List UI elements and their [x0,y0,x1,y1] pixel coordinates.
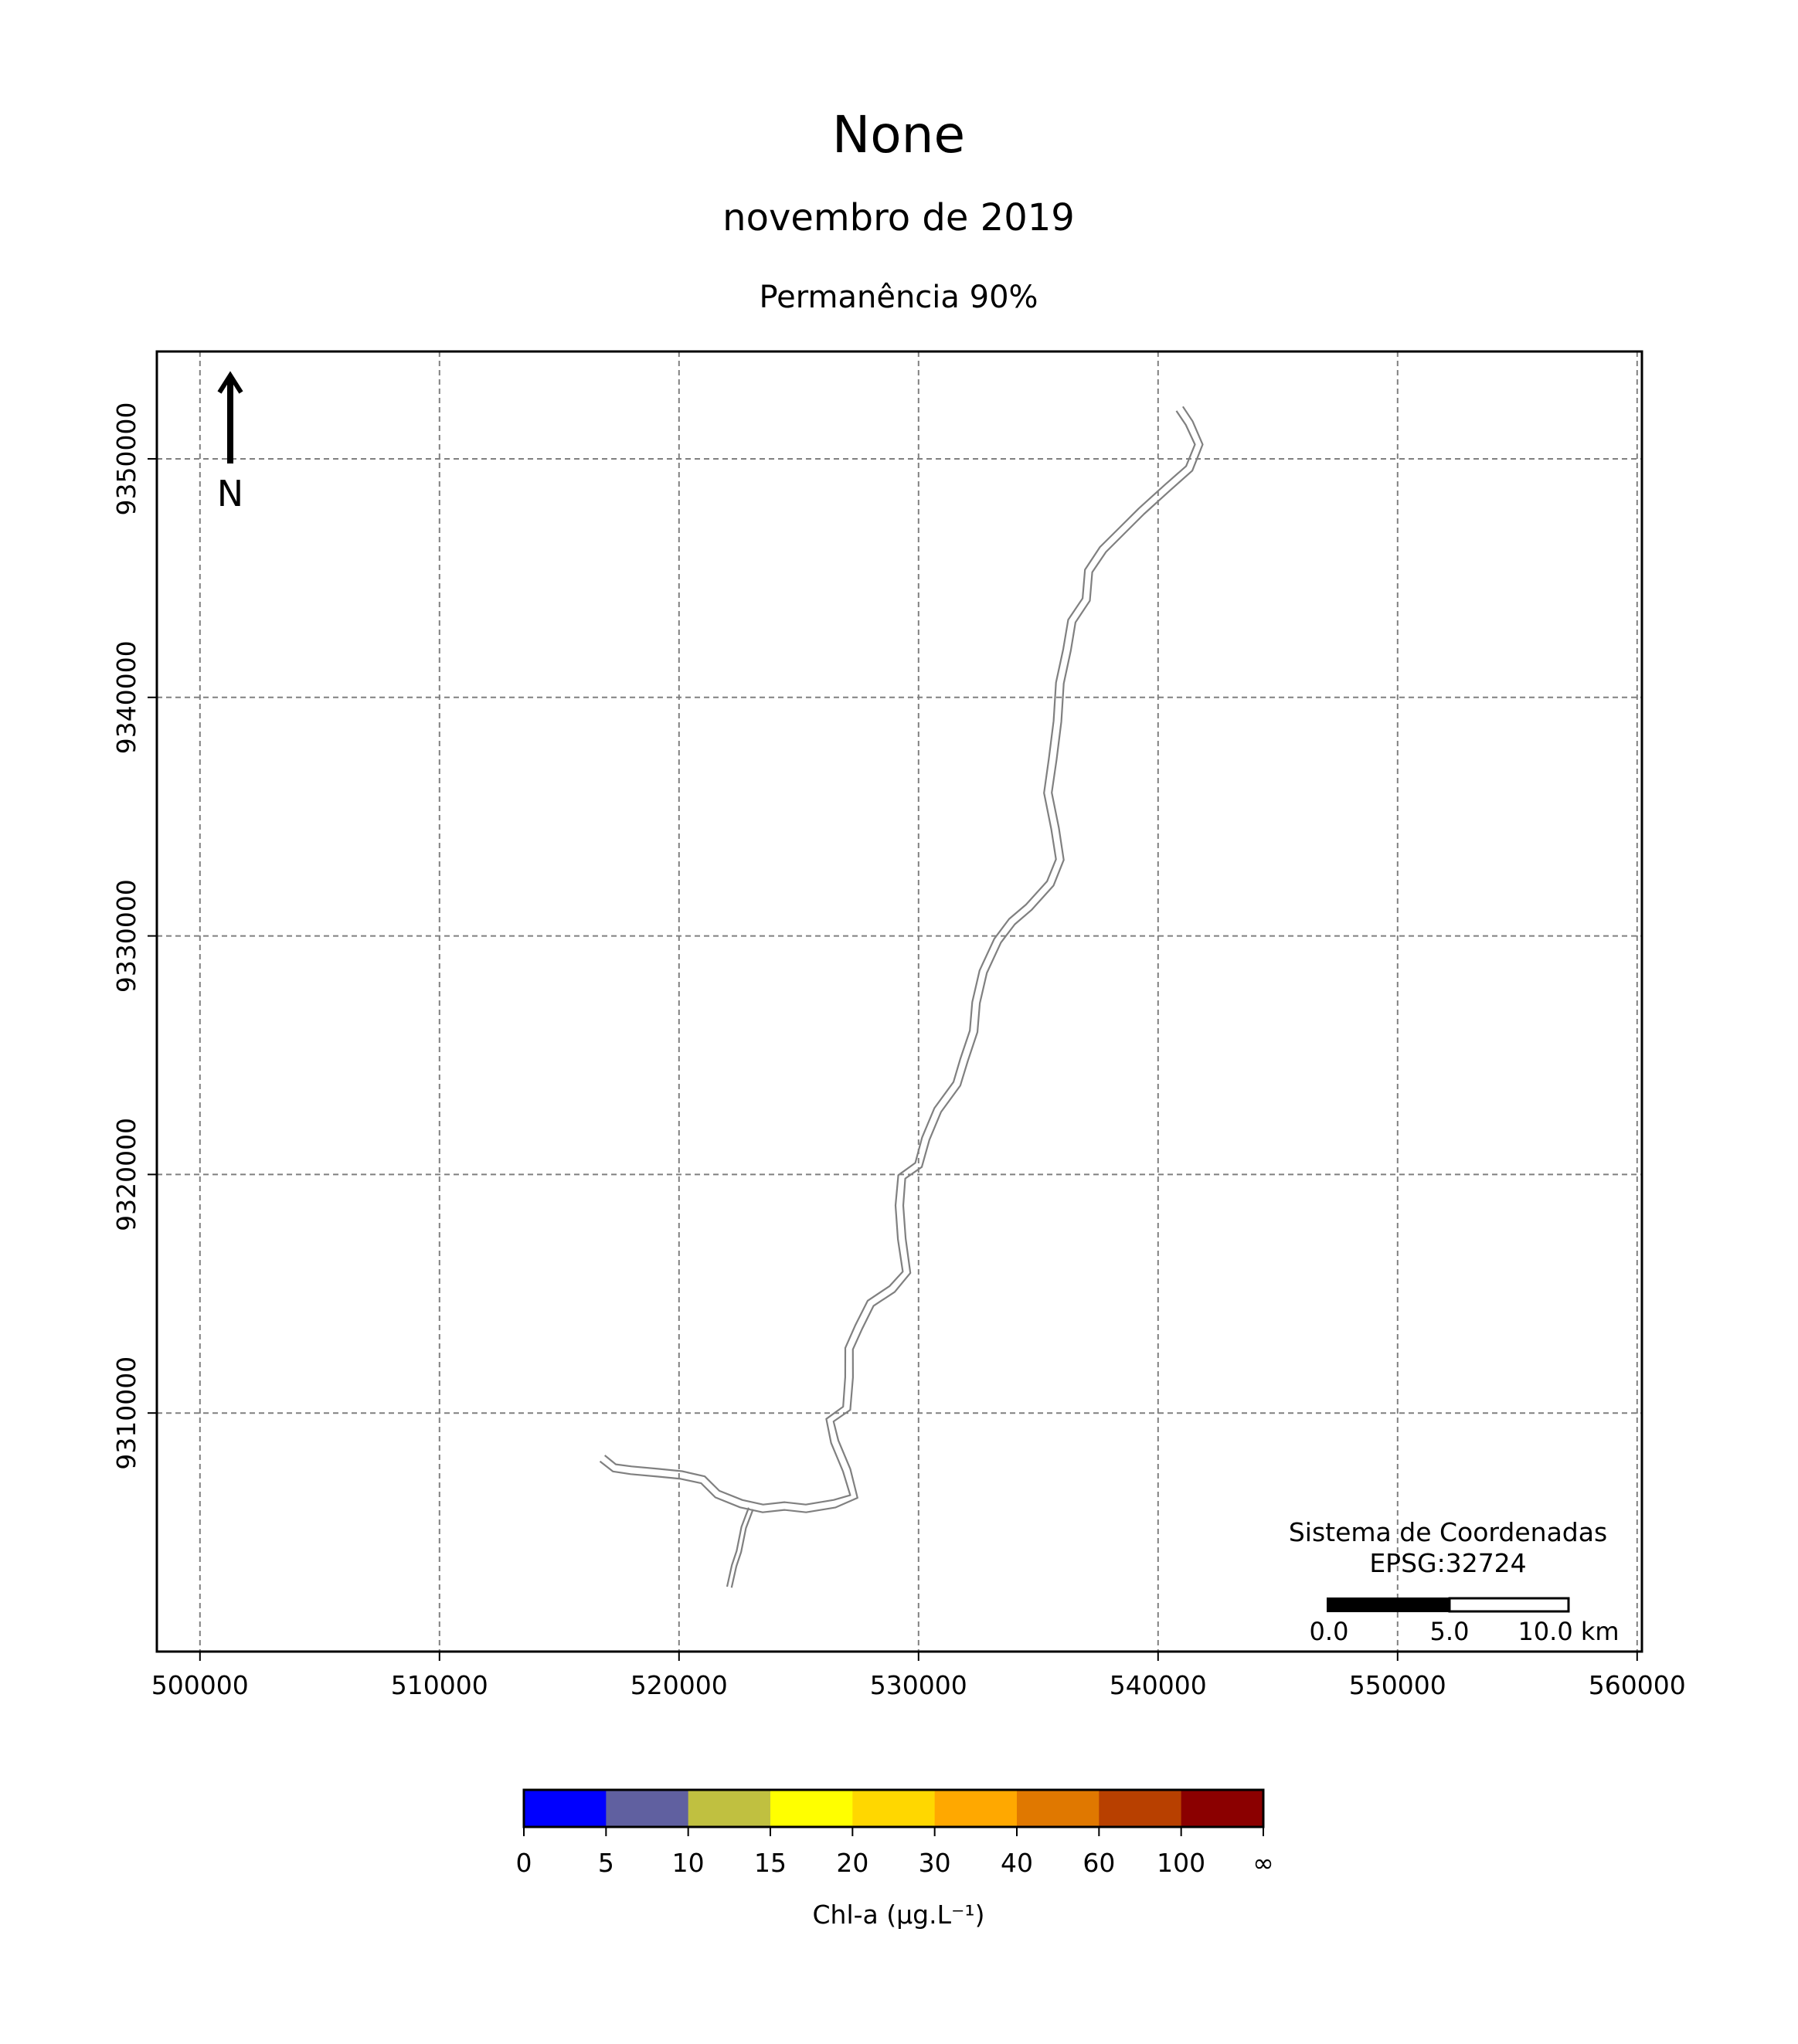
colorbar-segment-5 [934,1790,1018,1827]
y-tick-label-2: 9330000 [111,879,141,993]
colorbar-tick-label-7: 60 [1083,1848,1115,1878]
colorbar-segment-4 [852,1790,936,1827]
colorbar-tick-label-0: 0 [516,1848,532,1878]
map-subtitle: novembro de 2019 [722,196,1075,239]
colorbar-segment-6 [1017,1790,1100,1827]
north-arrow-head-icon [217,371,243,394]
scale-bar-segment-2 [1448,1597,1570,1613]
y-tick-label-3: 9340000 [111,640,141,754]
colorbar-segment-8 [1181,1790,1264,1827]
north-arrow: N [217,371,243,514]
river-main-bank-left [604,410,1196,1506]
x-tick-label-0: 500000 [151,1670,249,1700]
colorbar-label: Chl-a (μg.L⁻¹) [813,1900,985,1930]
map-grid [157,351,1642,1652]
scale-bar-segment-1 [1327,1598,1450,1612]
crs-label-line1: Sistema de Coordenadas [1289,1517,1607,1547]
x-tick-label-4: 540000 [1110,1670,1207,1700]
map-subtitle-2: Permanência 90% [759,280,1038,315]
north-arrow-label: N [217,473,243,514]
colorbar-tick-label-1: 5 [598,1848,614,1878]
y-tick-label-0: 9310000 [111,1356,141,1470]
colorbar-outline [522,1788,1265,1828]
colorbar-tick-label-9: ∞ [1252,1848,1274,1878]
colorbar-segment-3 [770,1790,853,1827]
colorbar-tick-label-3: 15 [754,1848,787,1878]
colorbar-segment-7 [1099,1790,1182,1827]
colorbar-tick-label-4: 20 [836,1848,868,1878]
colorbar-tick-label-8: 100 [1157,1848,1205,1878]
river-outline [599,406,1204,1588]
x-tick-label-6: 560000 [1589,1670,1686,1700]
river-tributary-bank-right [730,1509,754,1588]
colorbar-segment-1 [606,1790,689,1827]
x-tick-label-1: 510000 [391,1670,488,1700]
colorbar-tick-label-6: 40 [1001,1848,1033,1878]
scale-bar-label-0: 0.0 [1310,1617,1349,1646]
x-tick-label-2: 520000 [630,1670,728,1700]
colorbar: 0 5 10 15 20 30 40 60 100 ∞ [516,1788,1274,1878]
axis-ticks: 500000 510000 520000 530000 540000 550000 5600… [111,402,1686,1700]
x-tick-label-3: 530000 [870,1670,967,1700]
map-frame [155,350,1643,1653]
colorbar-segment-2 [688,1790,771,1827]
x-tick-label-5: 550000 [1349,1670,1446,1700]
scale-bar-label-5: 5.0 [1430,1617,1470,1646]
river-tributary-bank-left [726,1507,750,1587]
map-title: None [832,105,965,165]
scale-bar-label-10: 10.0 km [1518,1617,1619,1646]
crs-label-line2: EPSG:32724 [1369,1548,1526,1578]
river-main-bank-right [599,406,1204,1513]
colorbar-tick-label-5: 30 [919,1848,951,1878]
y-tick-label-4: 9350000 [111,402,141,515]
colorbar-segment-0 [524,1790,607,1827]
colorbar-tick-label-2: 10 [672,1848,705,1878]
y-tick-label-1: 9320000 [111,1118,141,1231]
scale-bar: 0.0 5.0 10.0 km [1310,1597,1620,1646]
